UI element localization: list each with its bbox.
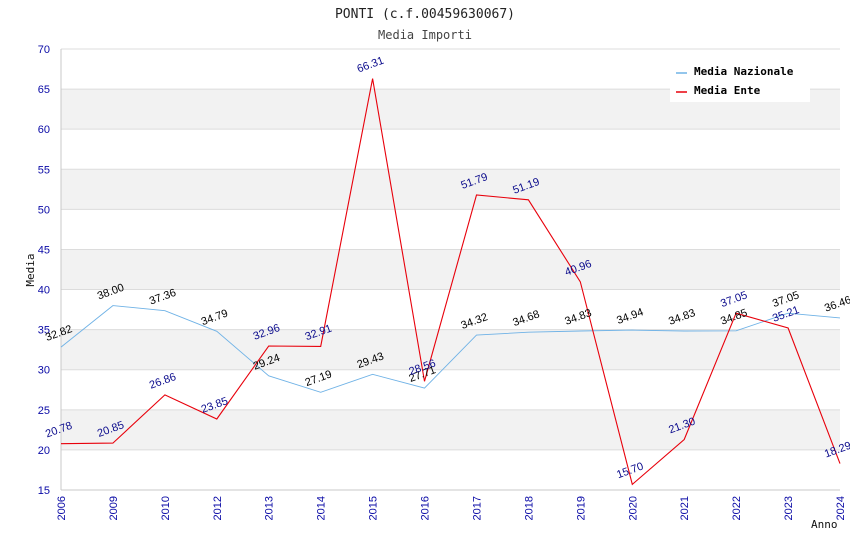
x-tick-label: 2022 — [731, 496, 743, 520]
grid-band — [61, 409, 840, 450]
data-label: 34.94 — [615, 306, 645, 327]
chart-subtitle: Media Importi — [378, 28, 472, 42]
y-tick-label: 50 — [38, 204, 50, 216]
y-tick-label: 60 — [38, 124, 50, 136]
y-tick-label: 40 — [38, 285, 50, 297]
data-label: 34.83 — [667, 307, 697, 328]
x-tick-label: 2012 — [212, 496, 224, 520]
grid-band — [61, 249, 840, 290]
series-lines — [60, 78, 841, 486]
x-tick-label: 2021 — [679, 496, 691, 520]
y-tick-label: 25 — [38, 405, 50, 417]
x-tick-label: 2019 — [575, 496, 587, 520]
x-tick-labels: 2006 2009 2010 2012 2013 2014 2015 2016 2017 2018… — [56, 496, 847, 520]
legend-background — [670, 60, 810, 102]
x-tick-label: 2015 — [368, 496, 380, 520]
y-tick-label: 35 — [38, 325, 50, 337]
x-tick-label: 2009 — [108, 496, 120, 520]
data-label: 36.46 — [823, 294, 850, 315]
x-tick-label: 2020 — [627, 496, 639, 520]
x-tick-label: 2017 — [471, 496, 483, 520]
y-tick-label: 15 — [38, 485, 50, 497]
x-tick-label: 2016 — [420, 496, 432, 520]
y-tick-label: 55 — [38, 164, 50, 176]
data-label: 34.79 — [200, 307, 230, 328]
grid-bands — [61, 89, 840, 450]
grid-band — [61, 329, 840, 370]
y-axis-title: Media — [24, 253, 37, 286]
x-tick-label: 2014 — [316, 496, 328, 520]
x-tick-label: 2013 — [264, 496, 276, 520]
data-label: 27.19 — [304, 368, 334, 389]
axes — [60, 49, 840, 491]
series-line-media-ente — [60, 78, 841, 486]
legend-label-nazionale: Media Nazionale — [694, 65, 794, 78]
x-tick-label: 2024 — [835, 496, 847, 520]
series-line-media-nazionale — [60, 305, 841, 393]
y-tick-labels: 15 20 25 30 35 40 45 50 55 60 65 70 — [38, 44, 50, 497]
y-tick-label: 65 — [38, 84, 50, 96]
chart-title: PONTI (c.f.00459630067) — [335, 7, 515, 22]
data-label: 34.32 — [459, 311, 489, 332]
data-label: 66.31 — [356, 55, 386, 76]
data-label: 34.83 — [563, 307, 593, 328]
x-axis-title: Anno — [811, 518, 838, 531]
x-tick-label: 2018 — [523, 496, 535, 520]
y-tick-label: 45 — [38, 244, 50, 256]
x-tick-label: 2023 — [783, 496, 795, 520]
legend: Media Nazionale Media Ente — [670, 60, 810, 102]
legend-label-ente: Media Ente — [694, 84, 761, 97]
data-label: 26.86 — [148, 371, 178, 392]
x-tick-label: 2010 — [160, 496, 172, 520]
x-tick-label: 2006 — [56, 496, 68, 520]
y-tick-label: 30 — [38, 365, 50, 377]
grid-band — [61, 169, 840, 210]
y-tick-label: 70 — [38, 44, 50, 56]
y-tick-label: 20 — [38, 445, 50, 457]
data-label: 34.85 — [719, 307, 749, 328]
data-label: 34.68 — [511, 308, 541, 329]
